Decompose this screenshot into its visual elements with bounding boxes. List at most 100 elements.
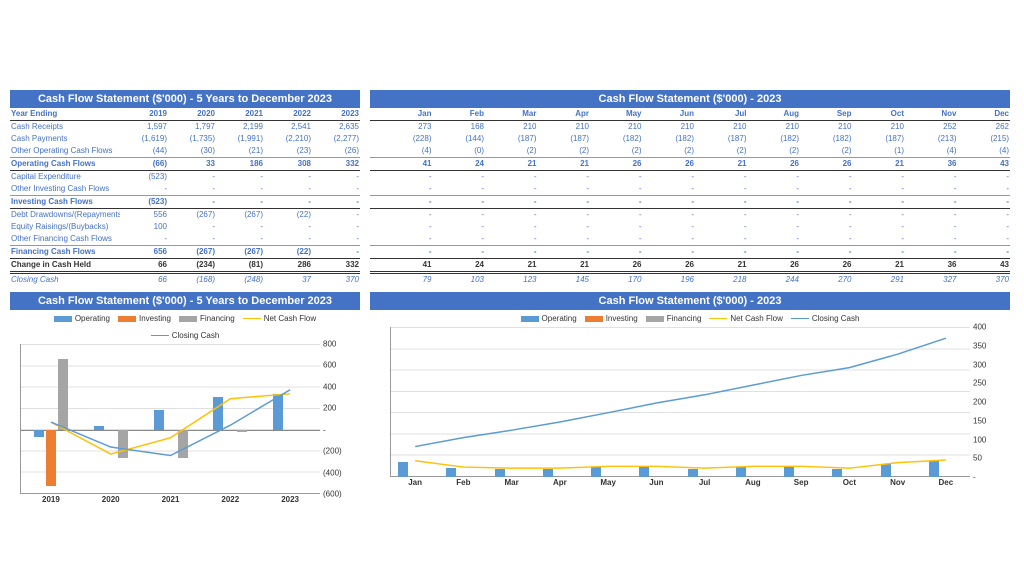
table-row: 412421212626212626213643: [370, 158, 1010, 171]
x-tick-label: Aug: [729, 476, 777, 487]
y-tick-label: 800: [323, 340, 347, 349]
cell: 26: [643, 259, 696, 273]
cell: 21: [695, 158, 748, 171]
cell: -: [168, 183, 216, 196]
table-row: 412421212626212626213643: [370, 259, 1010, 273]
cell: -: [643, 183, 696, 196]
cell: (168): [168, 273, 216, 287]
cell: 103: [433, 273, 486, 287]
cell: (182): [748, 133, 801, 145]
line-closing: [415, 338, 946, 446]
legend-item: Closing Cash: [791, 314, 860, 323]
legend-item: Operating: [54, 314, 110, 323]
legend-label: Investing: [606, 314, 638, 323]
table-row: Equity Raisings/(Buybacks)100----: [10, 221, 360, 233]
cell: -: [958, 246, 1011, 259]
cell: -: [800, 171, 853, 184]
row-label: Cash Receipts: [10, 121, 120, 134]
legend-swatch: [151, 335, 169, 336]
table-5y-title: Cash Flow Statement ($'000) - 5 Years to…: [10, 90, 360, 108]
cell: -: [168, 221, 216, 233]
cell: 244: [748, 273, 801, 287]
cell: -: [590, 183, 643, 196]
y-tick-label: 200: [323, 404, 347, 413]
table-row: Other Operating Cash Flows(44)(30)(21)(2…: [10, 145, 360, 158]
cell: -: [433, 196, 486, 209]
cell: -: [748, 183, 801, 196]
cell: -: [216, 196, 264, 209]
legend-label: Investing: [139, 314, 171, 323]
cell: -: [748, 233, 801, 246]
y-tick-label: 600: [323, 361, 347, 370]
cell: -: [485, 183, 538, 196]
cell: 308: [264, 158, 312, 171]
cell: (182): [643, 133, 696, 145]
cell: 270: [800, 273, 853, 287]
x-tick-label: 2021: [141, 493, 201, 504]
cell: 26: [590, 158, 643, 171]
cell: -: [800, 221, 853, 233]
cell: [370, 183, 380, 196]
cell: 286: [264, 259, 312, 273]
cell: (267): [168, 209, 216, 222]
col-header: Jan: [380, 108, 433, 121]
cell: 43: [958, 158, 1011, 171]
cell: -: [433, 183, 486, 196]
cell: 43: [958, 259, 1011, 273]
legend-label: Operating: [75, 314, 110, 323]
table-row: ------------: [370, 233, 1010, 246]
cell: -: [590, 246, 643, 259]
cell: 41: [380, 259, 433, 273]
cell: 262: [958, 121, 1011, 134]
legend-swatch: [118, 316, 136, 322]
cell: -: [312, 246, 360, 259]
col-header: Nov: [905, 108, 958, 121]
cell: 26: [800, 158, 853, 171]
cell: 37: [264, 273, 312, 287]
x-tick-label: 2022: [200, 493, 260, 504]
table-row: ------------: [370, 209, 1010, 222]
cell: [370, 196, 380, 209]
cell: -: [958, 233, 1011, 246]
table-5y-panel: Cash Flow Statement ($'000) - 5 Years to…: [10, 90, 360, 286]
cell: 66: [120, 259, 168, 273]
row-label: Other Financing Cash Flows: [10, 233, 120, 246]
cell: -: [643, 233, 696, 246]
table-row: Other Financing Cash Flows-----: [10, 233, 360, 246]
cell: (187): [695, 133, 748, 145]
chart-2023-plot: -50100150200250300350400JanFebMarAprMayJ…: [390, 327, 970, 477]
cell: 2,199: [216, 121, 264, 134]
x-tick-label: Oct: [825, 476, 873, 487]
col-header: Feb: [433, 108, 486, 121]
cell: 26: [590, 259, 643, 273]
cell: (81): [216, 259, 264, 273]
line-netcash: [415, 460, 946, 468]
cell: (4): [380, 145, 433, 158]
cell: -: [958, 171, 1011, 184]
cell: -: [748, 221, 801, 233]
chart-5y: Cash Flow Statement ($'000) - 5 Years to…: [10, 292, 360, 494]
cell: [370, 158, 380, 171]
table-row: Cash Receipts1,5971,7972,1992,5412,635: [10, 121, 360, 134]
cell: (2): [800, 145, 853, 158]
cell: 145: [538, 273, 591, 287]
x-tick-label: Jul: [681, 476, 729, 487]
cell: 33: [168, 158, 216, 171]
cell: (1,619): [120, 133, 168, 145]
row-label: Financing Cash Flows: [10, 246, 120, 259]
y-tick-label: 400: [973, 323, 997, 332]
table-row: ------------: [370, 196, 1010, 209]
cell: -: [264, 183, 312, 196]
table-row: Financing Cash Flows656(267)(267)(22)-: [10, 246, 360, 259]
cell: -: [485, 196, 538, 209]
col-header: Year Ending: [10, 108, 120, 121]
cell: 370: [312, 273, 360, 287]
legend-label: Operating: [542, 314, 577, 323]
cell: 21: [485, 259, 538, 273]
cell: -: [853, 221, 906, 233]
cell: (26): [312, 145, 360, 158]
cell: (2): [485, 145, 538, 158]
cell: 1,597: [120, 121, 168, 134]
cell: -: [485, 221, 538, 233]
legend-swatch: [179, 316, 197, 322]
